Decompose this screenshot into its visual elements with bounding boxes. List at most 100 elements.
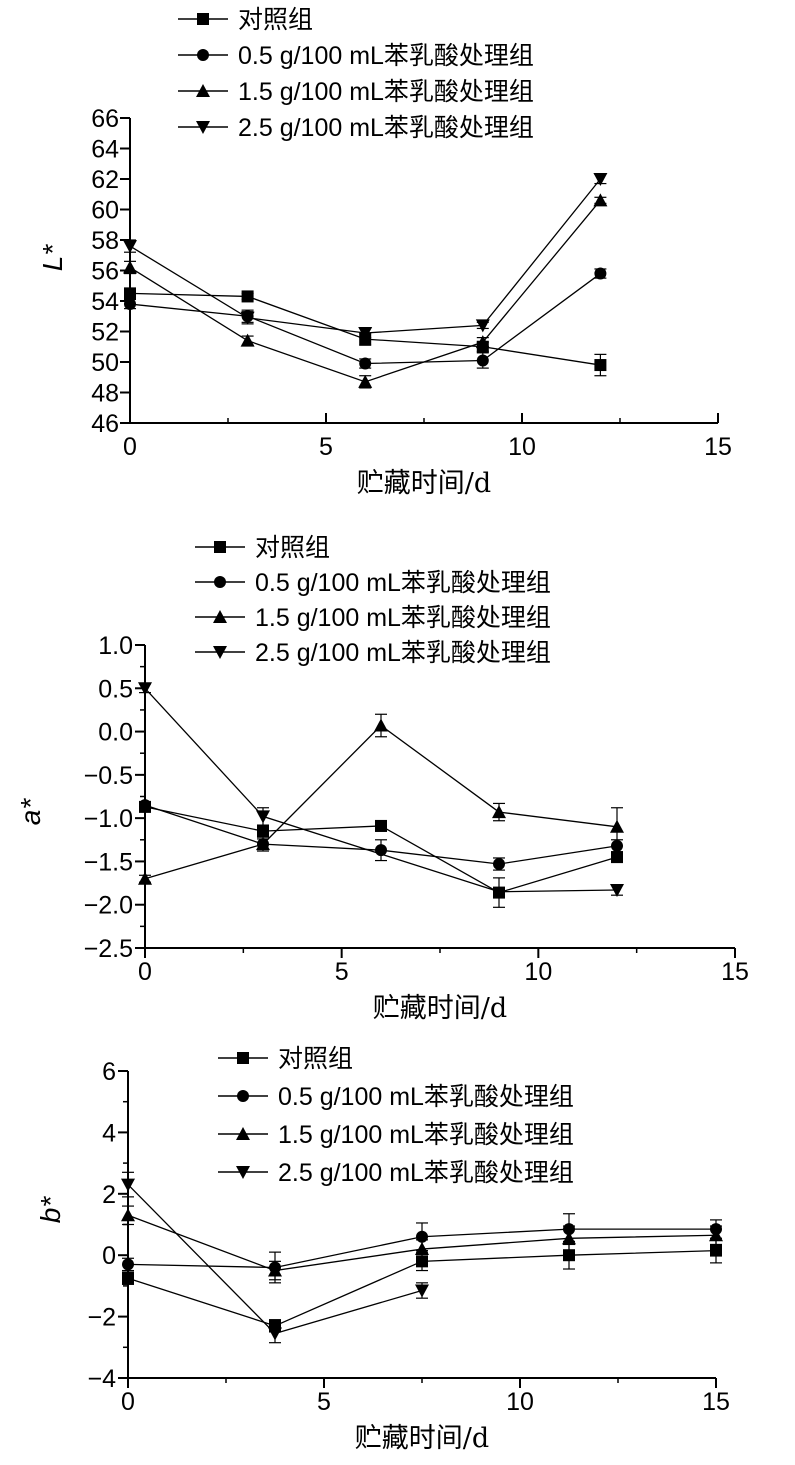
legend-marker <box>197 13 209 25</box>
data-point <box>475 319 490 333</box>
series-3 <box>123 193 608 389</box>
legend-label: 2.5 g/100 mL苯乳酸处理组 <box>255 639 551 667</box>
data-point <box>268 1327 282 1341</box>
x-tick-label: 5 <box>319 433 333 461</box>
legend-label: 对照组 <box>238 6 313 34</box>
data-point <box>358 374 373 388</box>
legend-marker <box>197 49 209 61</box>
data-point <box>415 1242 429 1256</box>
data-point <box>493 886 505 899</box>
y-tick-label: 2 <box>102 1181 116 1209</box>
data-point <box>593 193 608 207</box>
legend-label: 2.5 g/100 mL苯乳酸处理组 <box>278 1159 574 1187</box>
y-tick-label: −1.5 <box>84 848 133 876</box>
legend-marker <box>196 121 210 134</box>
series-3 <box>121 1205 723 1281</box>
data-point <box>124 287 136 300</box>
x-tick-label: 15 <box>702 1388 730 1416</box>
x-tick-label: 10 <box>506 1388 534 1416</box>
y-tick-label: −1.0 <box>84 805 133 833</box>
data-point <box>563 1249 575 1262</box>
data-point <box>240 333 255 347</box>
y-axis-title: b* <box>35 1196 66 1224</box>
legend-marker <box>237 1090 249 1102</box>
data-point <box>492 805 506 819</box>
y-tick-label: 58 <box>91 227 119 255</box>
data-point <box>256 810 270 824</box>
data-point <box>375 819 387 832</box>
data-point <box>257 825 269 838</box>
y-tick-label: 6 <box>102 1058 116 1086</box>
x-tick-label: 10 <box>524 958 552 986</box>
data-point <box>610 819 624 833</box>
chart-3: 0 5 10 15 6 4 2 0 −2 −4 贮藏时间/d b* 对照组 0.5 g/100 mL苯乳酸… <box>35 1045 730 1454</box>
legend-label: 1.5 g/100 mL苯乳酸处理组 <box>255 604 551 632</box>
data-point <box>476 354 489 367</box>
x-tick-label: 0 <box>138 958 152 986</box>
x-axis-title: 贮藏时间/d <box>373 993 507 1024</box>
y-tick-label: 64 <box>91 136 119 164</box>
y-tick-label: 46 <box>91 410 119 438</box>
y-tick-label: 54 <box>91 288 119 316</box>
x-tick-label: 0 <box>121 1388 135 1416</box>
data-point <box>709 1228 723 1242</box>
legend-marker <box>196 84 210 97</box>
data-point <box>240 311 255 325</box>
legend-label: 2.5 g/100 mL苯乳酸处理组 <box>238 114 534 142</box>
x-tick-label: 5 <box>317 1388 331 1416</box>
y-axis-title: a* <box>15 798 46 826</box>
data-point <box>611 851 623 864</box>
legend-label: 0.5 g/100 mL苯乳酸处理组 <box>278 1083 574 1111</box>
data-point <box>710 1244 722 1257</box>
data-point <box>475 335 490 349</box>
series-3 <box>138 713 624 885</box>
legend-marker <box>214 576 226 588</box>
data-point <box>241 290 254 303</box>
legend-label: 对照组 <box>278 1045 353 1073</box>
y-tick-label: 1.0 <box>98 632 133 660</box>
series-4 <box>123 173 608 341</box>
legend-label: 1.5 g/100 mL苯乳酸处理组 <box>278 1121 574 1149</box>
series-4 <box>121 1171 429 1344</box>
x-tick-label: 5 <box>335 958 349 986</box>
data-point <box>123 260 137 274</box>
legend: 对照组 0.5 g/100 mL苯乳酸处理组 1.5 g/100 mL苯乳酸处理组 2… <box>178 6 534 142</box>
x-axis-title: 贮藏时间/d <box>357 468 491 499</box>
y-axis-title: L* <box>37 244 68 272</box>
legend-marker <box>236 1127 250 1140</box>
series-line <box>144 687 618 893</box>
y-tick-label: −4 <box>87 1365 116 1393</box>
data-point <box>374 718 388 732</box>
data-point <box>124 298 136 311</box>
y-tick-label: 50 <box>91 349 119 377</box>
data-point <box>359 357 372 370</box>
data-point <box>256 837 270 851</box>
data-point <box>138 871 152 885</box>
y-tick-label: 0.0 <box>98 719 133 747</box>
x-tick-label: 15 <box>704 433 732 461</box>
y-tick-label: −0.5 <box>84 762 133 790</box>
y-tick-label: 56 <box>91 258 119 286</box>
x-axis-title: 贮藏时间/d <box>355 1423 489 1454</box>
data-point <box>139 799 151 812</box>
data-point <box>123 240 137 254</box>
x-tick-label: 10 <box>508 433 536 461</box>
y-tick-label: 60 <box>91 197 119 225</box>
legend-label: 对照组 <box>255 534 330 562</box>
legend-marker <box>213 646 227 659</box>
y-tick-label: 4 <box>102 1119 116 1147</box>
data-point <box>493 858 505 871</box>
legend-label: 0.5 g/100 mL苯乳酸处理组 <box>255 569 551 597</box>
data-point <box>594 267 607 280</box>
y-tick-label: 0 <box>102 1242 116 1270</box>
legend-marker <box>236 1166 250 1179</box>
y-tick-label: −2 <box>87 1304 116 1332</box>
y-tick-label: −2.5 <box>84 935 133 963</box>
legend-marker <box>237 1052 249 1064</box>
series-line <box>129 178 601 334</box>
data-point <box>593 173 608 186</box>
y-tick-label: 62 <box>91 166 119 194</box>
data-point <box>358 327 373 341</box>
